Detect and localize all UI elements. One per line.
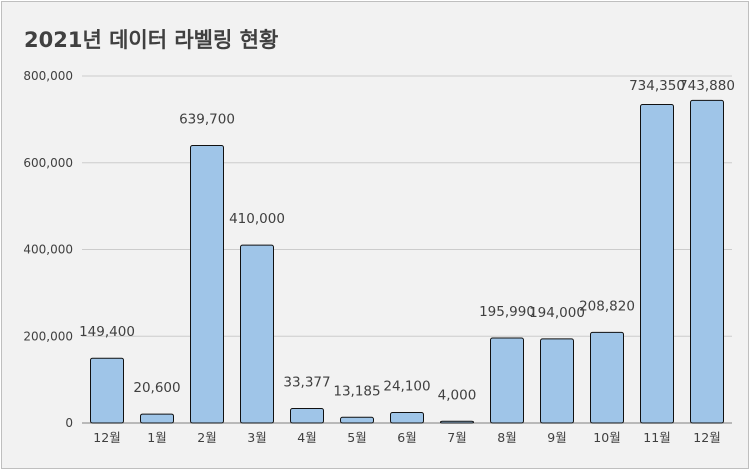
y-tick-label: 800,000 [23,69,73,83]
bar [690,99,724,424]
x-tick-label: 3월 [247,430,266,445]
bar [240,244,274,424]
chart-title: 2021년 데이터 라벨링 현황 [24,28,279,52]
data-label: 4,000 [438,387,477,403]
x-tick-label: 1월 [147,430,166,445]
data-label: 13,185 [333,383,380,399]
y-tick-label: 200,000 [23,329,73,343]
bar [640,103,674,424]
data-label: 410,000 [229,211,285,227]
data-label: 195,990 [479,304,535,320]
data-label: 639,700 [179,112,235,128]
x-tick-label: 2월 [197,430,216,445]
data-label: 24,100 [383,379,430,395]
bar [490,337,524,424]
data-label: 208,820 [579,298,635,314]
x-tick-label: 6월 [397,430,416,445]
bar [540,338,574,424]
bar [390,412,424,424]
bar [140,413,174,424]
bar [590,331,624,424]
bar [340,416,374,424]
x-tick-label: 4월 [297,430,316,445]
bar [90,357,124,424]
y-tick-label: 0 [65,416,73,430]
x-tick-label: 10월 [593,430,620,445]
data-label: 20,600 [133,380,180,396]
x-tick-label: 12월 [693,430,720,445]
x-tick-label: 11월 [643,430,670,445]
data-label: 33,377 [283,375,330,391]
y-tick-label: 600,000 [23,156,73,170]
bar [290,408,324,424]
x-tick-label: 9월 [547,430,566,445]
data-label: 194,000 [529,305,585,321]
bar [190,145,224,424]
data-label: 149,400 [79,324,135,340]
x-tick-label: 5월 [347,430,366,445]
x-tick-label: 7월 [447,430,466,445]
y-tick-label: 400,000 [23,243,73,257]
x-tick-label: 12월 [93,430,120,445]
x-tick-label: 8월 [497,430,516,445]
data-label: 734,350 [629,78,685,94]
bar [440,420,474,424]
data-label: 743,880 [679,78,735,94]
